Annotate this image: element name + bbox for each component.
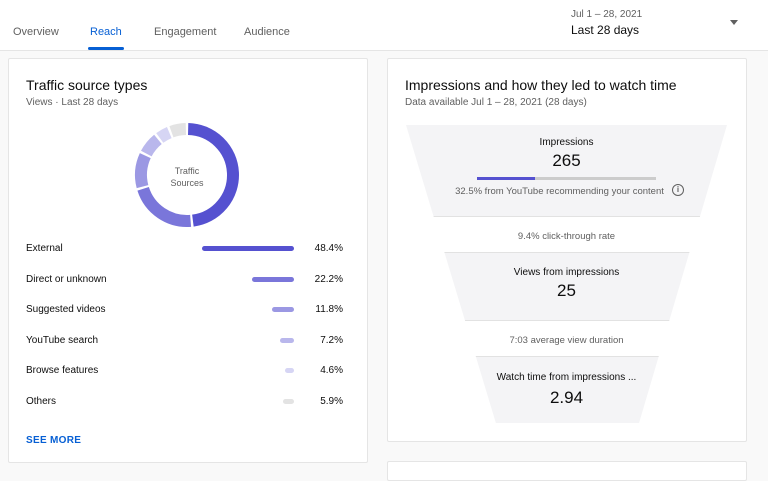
donut-label: Sources <box>170 178 204 188</box>
tab-engagement[interactable]: Engagement <box>154 26 217 38</box>
views-label: Views from impressions <box>513 267 620 278</box>
info-icon[interactable]: i <box>672 184 684 196</box>
recommend-text: 32.5% from YouTube recommending your con… <box>455 186 664 197</box>
traffic-row-value: 11.8% <box>315 304 343 316</box>
traffic-row-label: YouTube search <box>26 334 99 346</box>
card-subtitle: Data available Jul 1 – 28, 2021 (28 days… <box>405 97 587 108</box>
impressions-label: Impressions <box>539 137 594 148</box>
traffic-row-bar <box>285 368 294 374</box>
top-bar: Overview Reach Engagement Audience Jul 1… <box>0 0 768 51</box>
traffic-row-label: Suggested videos <box>26 304 106 316</box>
card-title: Impressions and how they led to watch ti… <box>405 77 677 93</box>
card-title: Traffic source types <box>26 77 148 93</box>
donut-segment <box>187 123 239 227</box>
impressions-value: 265 <box>552 151 581 170</box>
tab-audience[interactable]: Audience <box>244 26 290 38</box>
traffic-row-value: 7.2% <box>320 334 343 346</box>
watch-time-value: 2.94 <box>549 388 584 407</box>
traffic-source-card <box>8 58 368 463</box>
tab-overview[interactable]: Overview <box>13 26 59 38</box>
traffic-row-label: Others <box>26 396 57 407</box>
active-tab-indicator <box>88 47 124 50</box>
traffic-row-label: Browse features <box>26 365 99 377</box>
traffic-row-value: 22.2% <box>314 273 343 285</box>
traffic-row-bar <box>282 399 294 404</box>
traffic-row-label: External <box>26 243 63 254</box>
traffic-row-value: 5.9% <box>320 396 343 407</box>
funnel-ctr: 9.4% click-through rate <box>406 217 727 252</box>
donut-segment <box>135 153 151 189</box>
donut-segment <box>156 127 172 143</box>
card-subtitle: Views · Last 28 days <box>26 97 119 108</box>
recommend-progress <box>477 177 656 180</box>
dropdown-caret-icon[interactable] <box>730 20 738 25</box>
traffic-row-value: 48.4% <box>314 243 343 254</box>
donut-segment <box>140 134 162 157</box>
see-more-link[interactable]: SEE MORE <box>26 435 82 446</box>
traffic-row-bar <box>271 307 294 313</box>
donut-segment <box>137 186 192 227</box>
traffic-donut-chart: Traffic Sources <box>135 123 239 227</box>
recommend-progress-fill <box>477 177 536 180</box>
traffic-row-value: 4.6% <box>320 365 343 377</box>
traffic-row-label: Direct or unknown <box>26 273 107 285</box>
traffic-row-bar <box>202 246 294 251</box>
traffic-row-bar <box>280 337 294 343</box>
date-range: Jul 1 – 28, 2021 <box>571 9 643 20</box>
traffic-row-bar <box>251 276 294 282</box>
next-card <box>387 461 747 481</box>
ctr-text: 9.4% click-through rate <box>517 231 616 242</box>
tab-reach[interactable]: Reach <box>90 26 122 38</box>
watch-time-label: Watch time from impressions ... <box>496 372 637 383</box>
donut-label: Traffic <box>175 166 200 176</box>
date-label: Last 28 days <box>571 23 640 37</box>
funnel-impressions: Impressions 265 32.5% from YouTube recom… <box>406 125 727 216</box>
avd-text: 7:03 average view duration <box>509 335 624 346</box>
views-value: 25 <box>557 281 576 300</box>
donut-segment <box>169 123 187 138</box>
